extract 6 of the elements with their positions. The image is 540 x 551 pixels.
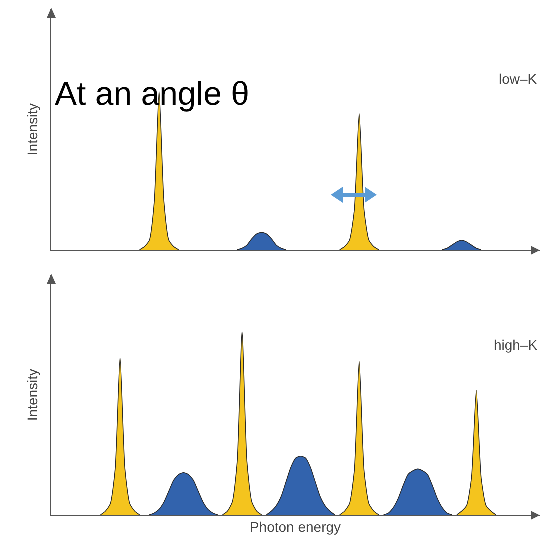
y-axis-title: Intensity bbox=[24, 368, 40, 422]
x-axis-title: Photon energy bbox=[250, 519, 342, 536]
text: low–K bbox=[499, 71, 538, 87]
annotation: high–K bbox=[494, 337, 538, 353]
annotation: At an angle θ bbox=[55, 75, 250, 112]
y-axis-title: Intensity bbox=[24, 103, 40, 156]
